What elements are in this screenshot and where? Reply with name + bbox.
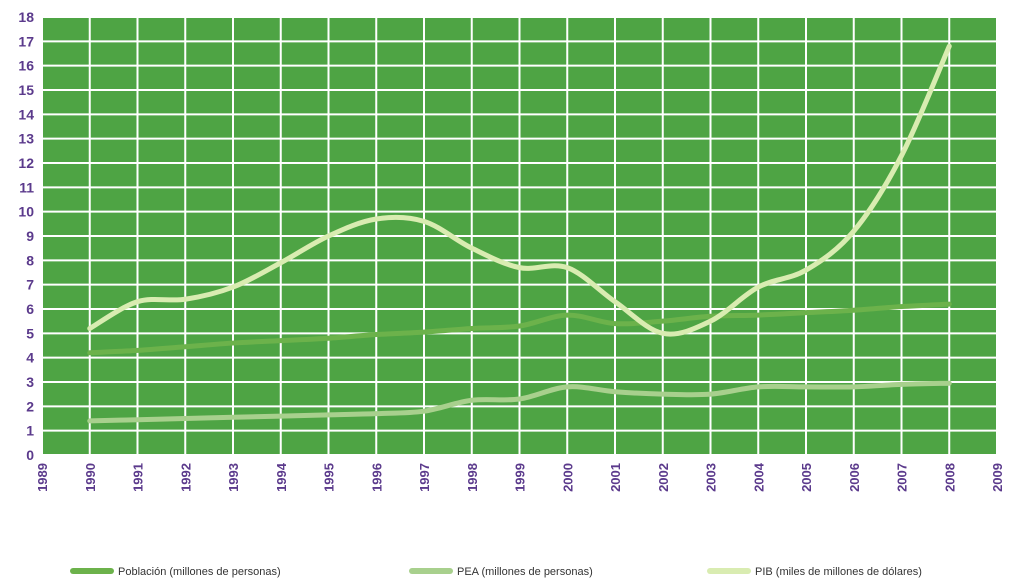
legend-item-pea: PEA (millones de personas) bbox=[409, 566, 593, 578]
y-tick-label: 11 bbox=[19, 179, 34, 195]
x-tick-label: 2005 bbox=[799, 463, 814, 492]
x-tick-label: 2007 bbox=[895, 463, 910, 492]
y-tick-label: 9 bbox=[26, 228, 34, 244]
x-tick-label: 2004 bbox=[751, 462, 766, 492]
y-tick-label: 2 bbox=[26, 398, 34, 414]
y-tick-label: 8 bbox=[26, 252, 34, 268]
x-tick-label: 1997 bbox=[417, 463, 432, 492]
legend-item-pib: PIB (miles de millones de dólares) bbox=[707, 566, 922, 578]
legend-label: PEA (millones de personas) bbox=[457, 566, 593, 578]
y-tick-label: 14 bbox=[18, 106, 34, 122]
y-tick-label: 16 bbox=[18, 58, 34, 74]
x-tick-label: 1992 bbox=[178, 463, 193, 492]
y-tick-label: 15 bbox=[18, 82, 34, 98]
y-tick-label: 3 bbox=[26, 374, 34, 390]
x-tick-label: 2003 bbox=[704, 463, 719, 492]
y-tick-label: 1 bbox=[26, 423, 34, 439]
x-tick-label: 2008 bbox=[942, 463, 957, 492]
y-tick-label: 12 bbox=[18, 155, 34, 171]
x-tick-label: 2001 bbox=[608, 463, 623, 492]
y-tick-label: 17 bbox=[18, 33, 34, 49]
series-poblacion-line bbox=[87, 301, 952, 356]
legend-item-poblacion: Población (millones de personas) bbox=[70, 566, 281, 578]
x-tick-label: 1990 bbox=[83, 463, 98, 492]
legend-label: PIB (miles de millones de dólares) bbox=[755, 566, 922, 578]
x-tick-label: 1995 bbox=[322, 463, 337, 492]
x-tick-label: 1998 bbox=[465, 463, 480, 492]
series-pea-line bbox=[87, 380, 952, 424]
x-tick-label: 1993 bbox=[226, 463, 241, 492]
series-lines bbox=[87, 43, 952, 424]
y-tick-label: 13 bbox=[18, 131, 34, 147]
x-tick-label: 2002 bbox=[656, 463, 671, 492]
legend: Población (millones de personas) PEA (mil… bbox=[70, 566, 922, 578]
y-tick-label: 6 bbox=[26, 301, 34, 317]
x-tick-label: 1996 bbox=[369, 463, 384, 492]
x-tick-label: 2006 bbox=[847, 463, 862, 492]
y-tick-label: 0 bbox=[26, 447, 34, 463]
y-tick-label: 4 bbox=[26, 350, 34, 366]
y-tick-label: 18 bbox=[18, 9, 34, 25]
x-tick-label: 1989 bbox=[35, 463, 50, 492]
y-tick-label: 5 bbox=[26, 325, 34, 341]
y-tick-label: 10 bbox=[18, 204, 34, 220]
x-tick-label: 1991 bbox=[131, 463, 146, 492]
x-tick-label: 1999 bbox=[513, 463, 528, 492]
y-tick-label: 7 bbox=[26, 277, 34, 293]
x-tick-label: 2009 bbox=[990, 463, 1005, 492]
legend-label: Población (millones de personas) bbox=[118, 566, 281, 578]
series-pib-line bbox=[87, 43, 952, 337]
x-tick-label: 1994 bbox=[274, 462, 289, 492]
x-tick-label: 2000 bbox=[560, 463, 575, 492]
